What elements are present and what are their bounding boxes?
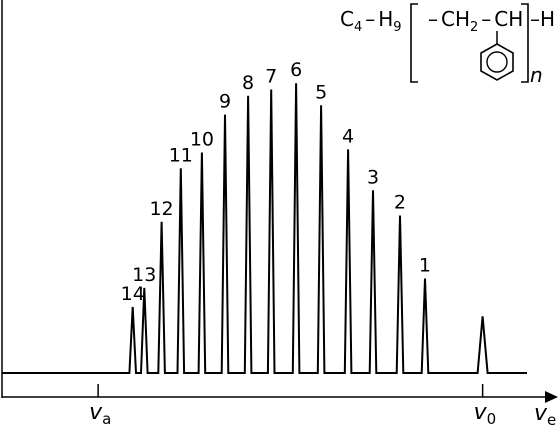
peak-label-6: 6: [290, 59, 302, 81]
chromatogram-trace: [2, 83, 527, 374]
formula-terminal-h: –H: [530, 7, 555, 31]
x-tick-label-v0: v0: [474, 400, 497, 428]
x-axis-arrowhead: [545, 391, 558, 403]
peak-label-3: 3: [367, 166, 379, 188]
peak-label-4: 4: [342, 125, 354, 147]
peak-label-12: 12: [149, 198, 173, 220]
right-bracket: [521, 3, 529, 83]
polymer-structure-annotation: C4– H9 – CH2– CH –H n: [340, 3, 555, 87]
peak-label-7: 7: [265, 66, 277, 88]
benzene-aromatic-circle: [486, 51, 508, 73]
peak-label-13: 13: [132, 264, 156, 286]
benzene-ring-icon: [480, 43, 514, 81]
x-tick-label-va: va: [89, 400, 111, 428]
peak-label-11: 11: [169, 144, 193, 166]
peak-label-10: 10: [190, 129, 214, 151]
peak-label-2: 2: [394, 192, 406, 214]
x-axis-label: ve: [534, 401, 556, 429]
repeat-index-n: n: [530, 63, 543, 87]
peak-label-8: 8: [242, 72, 254, 94]
peak-label-14: 14: [121, 283, 145, 305]
peak-label-1: 1: [419, 255, 431, 277]
formula-repeat-unit: – CH2– CH: [428, 7, 523, 35]
left-bracket: [410, 3, 418, 83]
peak-label-9: 9: [219, 91, 231, 113]
peak-label-5: 5: [315, 81, 327, 103]
x-axis-ticks: va v0: [89, 384, 496, 428]
formula-end-group: C4– H9: [340, 7, 402, 35]
